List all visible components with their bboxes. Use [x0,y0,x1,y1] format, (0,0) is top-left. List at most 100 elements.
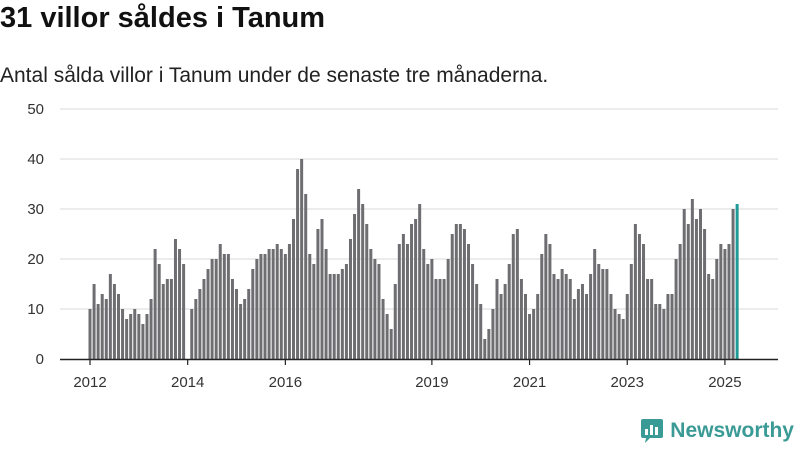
bar [589,274,593,359]
bar [609,294,613,359]
bar [682,209,686,359]
bar [723,249,727,359]
bar [296,169,300,359]
bar [312,264,316,359]
bar [507,264,511,359]
bar [601,269,605,359]
y-tick-label: 0 [36,351,44,368]
bar [597,264,601,359]
bar [243,299,247,359]
bar [263,254,267,359]
bar [357,189,361,359]
bar [385,314,389,359]
bar [662,309,666,359]
bar [719,244,723,359]
x-tick-label: 2012 [73,374,106,391]
y-tick-label: 50 [27,101,44,118]
bar [703,229,707,359]
bar [275,244,279,359]
bar [446,259,450,359]
bar [568,279,572,359]
chart-subtitle: Antal sålda villor i Tanum under de sena… [0,64,549,87]
bar [633,224,637,359]
chart-title: 31 villor såldes i Tanum [0,2,326,34]
bar [88,309,92,359]
bar [267,249,271,359]
bar [434,279,438,359]
bar [727,244,731,359]
bar [133,309,137,359]
bar [515,229,519,359]
bar [625,294,629,359]
bar [715,259,719,359]
bar [585,294,589,359]
x-tick-label: 2025 [708,374,741,391]
bar [658,304,662,359]
bar [92,284,96,359]
bar [499,294,503,359]
bar [381,299,385,359]
bar [361,204,365,359]
bar [389,329,393,359]
bar [564,274,568,359]
bar [393,284,397,359]
x-tick-label: 2023 [611,374,644,391]
bar [369,249,373,359]
bar [503,284,507,359]
bar [222,254,226,359]
bar [471,264,475,359]
bar [560,269,564,359]
bar [125,319,129,359]
bar [198,289,202,359]
bar [340,269,344,359]
bar [487,329,491,359]
bar [279,249,283,359]
bar [418,204,422,359]
bar [528,314,532,359]
bar [699,209,702,359]
bar [161,284,165,359]
bar [251,269,255,359]
bar [304,194,308,359]
bar [479,304,483,359]
bar [149,299,153,359]
bar [458,224,462,359]
bar [617,314,621,359]
x-tick-label: 2016 [269,374,302,391]
y-tick-label: 10 [27,301,44,318]
bar [666,294,670,359]
bar [686,224,690,359]
bar [348,239,352,359]
y-tick-label: 20 [27,251,44,268]
bar [259,254,263,359]
bar [397,244,401,359]
bar [593,249,597,359]
bar [121,309,125,359]
bar [605,269,609,359]
brand-logo: Newsworthy [640,418,794,444]
annotations: 31 [744,0,763,4]
bar [194,299,198,359]
bar [153,249,157,359]
bar [178,249,182,359]
bar [670,294,674,359]
bar [235,289,239,359]
bar [129,314,133,359]
y-tick-label: 40 [27,151,44,168]
bar [410,224,414,359]
bar [572,299,576,359]
bar [320,219,324,359]
x-tick-label: 2019 [415,374,448,391]
bar [462,229,466,359]
bar [332,274,336,359]
bar [157,264,161,359]
bar [377,264,381,359]
bar [165,279,169,359]
bar [556,279,560,359]
bar [137,314,141,359]
bar [511,234,515,359]
bar [239,304,243,359]
bar [255,259,259,359]
bar [519,279,523,359]
